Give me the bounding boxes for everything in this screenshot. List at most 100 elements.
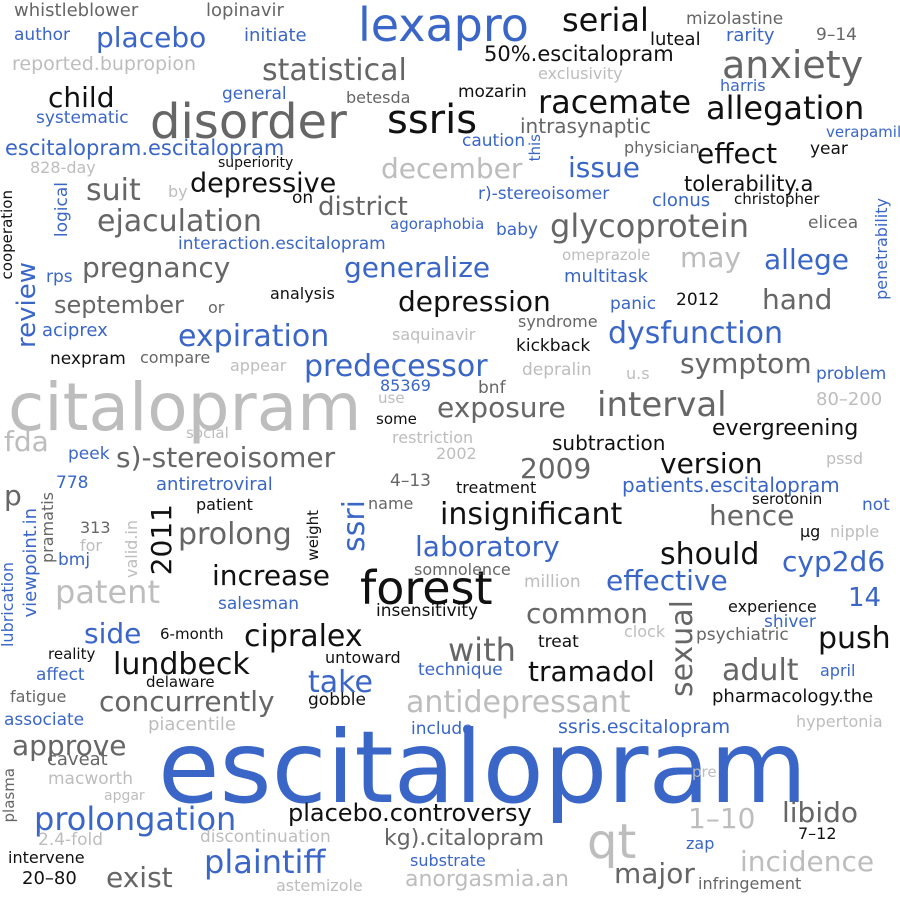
word-clonus: clonus — [652, 190, 711, 211]
word-or: or — [208, 298, 225, 317]
word-treat: treat — [538, 632, 579, 652]
word-some: some — [376, 410, 417, 428]
word-zap: zap — [686, 834, 715, 853]
word-9-14: 9–14 — [816, 25, 857, 45]
word-1-10: 1–10 — [688, 802, 756, 835]
word-astemizole: astemizole — [276, 876, 363, 895]
word-interval: interval — [597, 385, 727, 425]
word-4-13: 4–13 — [390, 471, 431, 491]
word-prolong: prolong — [178, 517, 292, 552]
word-laboratory: laboratory — [415, 530, 560, 563]
word-omeprazole: omeprazole — [562, 246, 651, 264]
word-push: push — [818, 621, 891, 656]
word-r-stereoisomer: r)-stereoisomer — [478, 184, 610, 204]
word-20-80: 20–80 — [22, 868, 77, 889]
word-dysfunction: dysfunction — [608, 316, 783, 351]
word-racemate: racemate — [538, 83, 692, 121]
word-insignificant: insignificant — [440, 497, 623, 532]
word-cyp2d6: cyp2d6 — [782, 545, 886, 578]
word-luteal: luteal — [650, 29, 701, 50]
word-substrate: substrate — [410, 851, 486, 870]
word-plaintiff: plaintiff — [204, 843, 326, 881]
word-with: with — [448, 631, 516, 669]
word-analysis: analysis — [270, 284, 335, 303]
word-harris: harris — [720, 76, 766, 95]
word-antiretroviral: antiretroviral — [156, 474, 273, 495]
word-lubrication: lubrication — [0, 562, 17, 648]
word-qt: qt — [587, 814, 637, 870]
word-serial: serial — [562, 1, 649, 39]
word-symptom: symptom — [680, 347, 812, 380]
word-april: april — [820, 661, 856, 680]
word-include: include — [411, 719, 473, 739]
word-nipple: nipple — [830, 522, 880, 541]
word-ejaculation: ejaculation — [97, 204, 262, 239]
word-saquinavir: saquinavir — [392, 325, 476, 344]
word-hand: hand — [762, 283, 833, 316]
word-betesda: betesda — [346, 88, 411, 107]
word-adult: adult — [722, 653, 799, 688]
word-may: may — [680, 241, 742, 274]
word-prolongation: prolongation — [34, 800, 237, 838]
word-caveat: caveat — [47, 749, 108, 770]
word-agoraphobia: agoraphobia — [390, 215, 485, 233]
word-p: p — [4, 479, 22, 512]
word-85369: 85369 — [380, 376, 431, 395]
word-bnf: bnf — [478, 378, 506, 398]
word-escitalopram: escitalopram — [158, 709, 808, 826]
word-experience: experience — [728, 597, 817, 616]
word-use: use — [378, 389, 405, 407]
word-fatigue: fatigue — [10, 687, 67, 706]
word-gobble: gobble — [308, 690, 366, 710]
word-pharmacology-the: pharmacology.the — [712, 686, 874, 707]
word-libido: libido — [782, 796, 859, 829]
word-superiority: superiority — [218, 155, 294, 171]
word-allegation: allegation — [706, 89, 865, 127]
word-ssris-escitalopram: ssris.escitalopram — [558, 716, 731, 738]
word-caution: caution — [462, 131, 526, 151]
word-generalize: generalize — [344, 251, 491, 284]
word-2002: 2002 — [436, 444, 477, 463]
word-discontinuation: discontinuation — [200, 827, 331, 847]
word-somnolence: somnolence — [414, 560, 511, 579]
word-author: author — [14, 25, 71, 45]
word-7-12: 7–12 — [798, 824, 837, 843]
word-evergreening: evergreening — [712, 416, 859, 441]
word-aciprex: aciprex — [42, 320, 108, 341]
word-pregnancy: pregnancy — [82, 251, 231, 284]
word-reality: reality — [48, 645, 96, 663]
word-lexapro: lexapro — [358, 0, 529, 52]
word-september: september — [54, 291, 184, 319]
word-exclusivity: exclusivity — [538, 64, 623, 83]
word-physician: physician — [624, 138, 700, 157]
word-placebo: placebo — [96, 21, 207, 54]
word-macworth: macworth — [48, 769, 134, 789]
word-kickback: kickback — [516, 336, 591, 356]
word-tramadol: tramadol — [528, 655, 655, 688]
word-rarity: rarity — [726, 25, 775, 46]
word-bmj: bmj — [58, 550, 91, 570]
word-this: this — [526, 134, 544, 162]
word-expiration: expiration — [178, 319, 330, 354]
word-systematic: systematic — [36, 108, 129, 128]
word-patients-escitalopram: patients.escitalopram — [622, 473, 840, 497]
word-50pct-escitalopram: 50%.escitalopram — [484, 42, 674, 66]
word-lundbeck: lundbeck — [113, 647, 250, 682]
word-778: 778 — [56, 473, 89, 493]
word-patent: patent — [55, 573, 160, 611]
word-kg-citalopram: kg).citalopram — [384, 826, 545, 851]
word-u-s: u.s — [626, 364, 650, 383]
word-delaware: delaware — [146, 673, 215, 691]
word-for: for — [80, 536, 102, 555]
word-child: child — [48, 81, 115, 114]
word-allege: allege — [764, 243, 849, 276]
word-reported-bupropion: reported.bupropion — [12, 53, 197, 75]
word-exist: exist — [106, 861, 173, 894]
word-glycoprotein: glycoprotein — [550, 207, 750, 245]
word-version: version — [660, 447, 763, 480]
word-incidence: incidence — [740, 845, 875, 878]
word-hypertonia: hypertonia — [796, 712, 883, 731]
word-verapamil: verapamil — [826, 123, 900, 141]
word-antidepressant: antidepressant — [406, 685, 631, 720]
